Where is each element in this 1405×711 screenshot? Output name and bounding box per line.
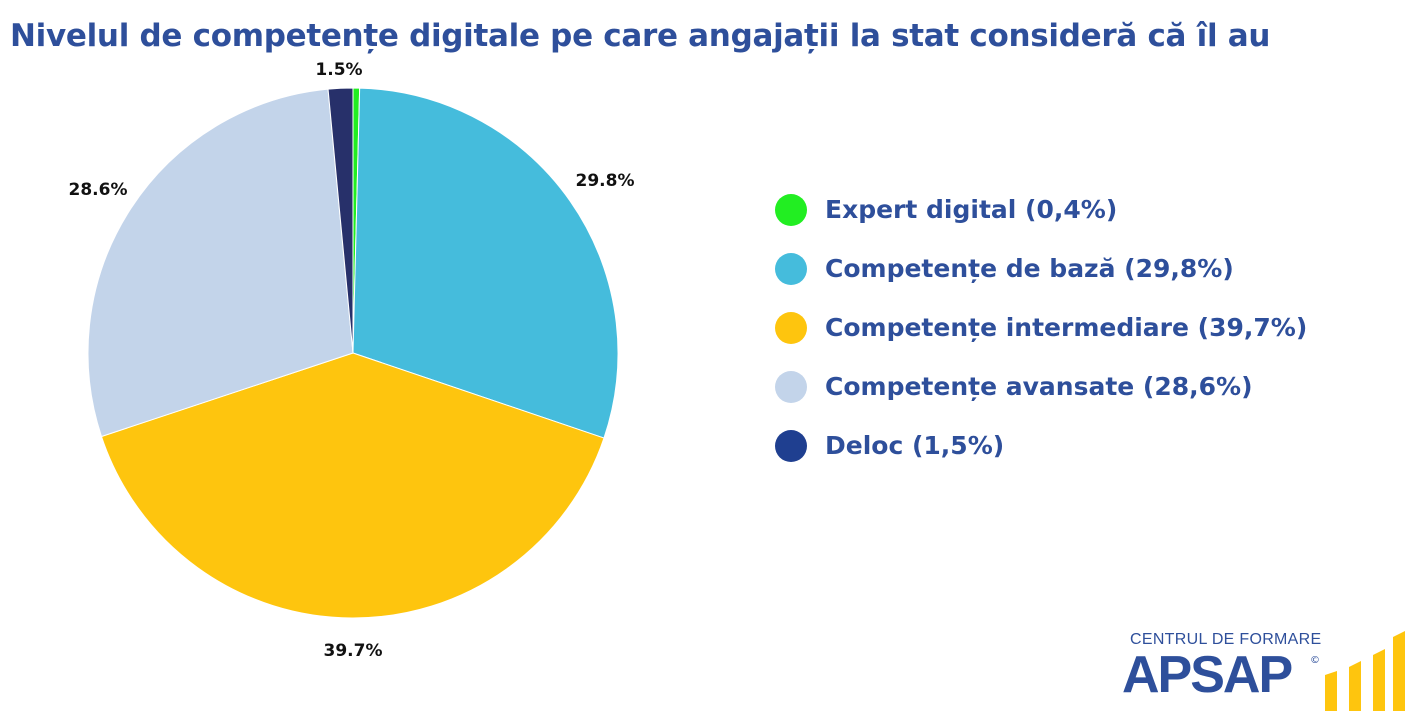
legend-label-competente-intermediare: Competențe intermediare (39,7%) [825,313,1308,342]
legend-label-competente-de-baza: Competențe de bază (29,8%) [825,254,1234,283]
pie-slice-competente-avansate [87,88,354,438]
data-label-competente-avansate: 28.6% [69,180,128,200]
legend-item-competente-avansate: Competențe avansate (28,6%) [775,357,1307,416]
data-label-competente-intermediare: 39.7% [324,641,383,661]
chart-title: Nivelul de competențe digitale pe care a… [10,18,1271,54]
data-label-competente-de-baza: 29.8% [576,171,635,191]
apsap-logo: CENTRUL DE FORMARE APSAP © [1105,631,1405,711]
legend-label-deloc: Deloc (1,5%) [825,431,1005,460]
legend-swatch-expert-digital [775,193,807,226]
logo-bar-4 [1393,631,1405,711]
legend-item-competente-de-baza: Competențe de bază (29,8%) [775,239,1307,298]
legend: Expert digital (0,4%) Competențe de bază… [775,180,1307,475]
data-label-deloc: 1.5% [315,60,362,80]
legend-swatch-competente-intermediare [775,311,807,344]
legend-label-expert-digital: Expert digital (0,4%) [825,195,1118,224]
logo-bar-1 [1325,671,1337,711]
logo-top-text: CENTRUL DE FORMARE [1130,631,1322,648]
legend-label-competente-avansate: Competențe avansate (28,6%) [825,372,1253,401]
legend-item-deloc: Deloc (1,5%) [775,416,1307,475]
pie-slice-competente-de-baza [352,87,619,439]
legend-swatch-deloc [775,429,807,462]
logo-bar-2 [1349,661,1361,711]
legend-swatch-competente-avansate [775,370,807,403]
logo-bars-icon [1325,631,1405,711]
legend-item-competente-intermediare: Competențe intermediare (39,7%) [775,298,1307,357]
logo-copyright-mark: © [1310,655,1320,666]
legend-item-expert-digital: Expert digital (0,4%) [775,180,1307,239]
pie-slice-competente-intermediare [100,352,605,619]
legend-swatch-competente-de-baza [775,252,807,285]
logo-main-text: APSAP [1122,646,1293,704]
pie-slice-deloc [327,87,354,354]
logo-bar-3 [1373,649,1385,711]
